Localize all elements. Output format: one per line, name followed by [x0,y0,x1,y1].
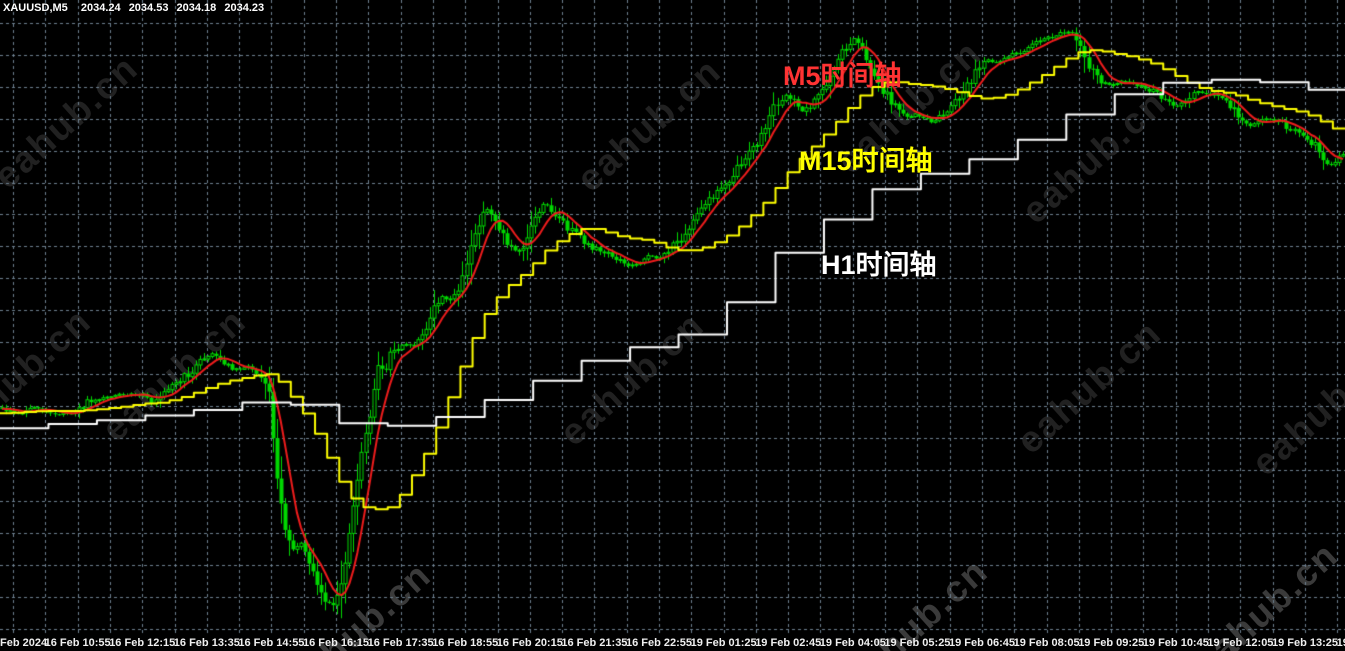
ohlc-open: 2034.24 [80,2,121,14]
time-label: 16 Feb 16:15 [303,637,370,649]
time-label: 16 Feb 10:55 [44,637,111,649]
time-axis[interactable]: Feb 2024 16 Feb 10:55 16 Feb 12:15 16 Feb 1… [0,636,1345,651]
label-m5-timeline[interactable]: M5时间轴 [783,61,902,91]
time-label: Feb 2024 [0,637,48,649]
time-label: 19 Feb 04:05 [819,637,886,649]
time-label: 19 Feb 09:25 [1078,637,1145,649]
time-label: 16 Feb 17:35 [367,637,434,649]
time-label: 19 Feb 01:25 [690,637,757,649]
ohlc-close: 2034.23 [224,2,265,14]
time-label: 19 Feb 05:25 [884,637,951,649]
time-label: 16 Feb 18:55 [432,637,499,649]
time-label: 19 Feb 02:45 [755,637,822,649]
time-label: 19 Feb 12:05 [1207,637,1274,649]
time-label: 19 Feb 06:45 [949,637,1016,649]
time-label: 16 Feb 22:55 [626,637,693,649]
time-label: 19 [1336,637,1345,649]
time-label: 19 Feb 08:05 [1013,637,1080,649]
symbol-period: XAUUSD,M5 [3,2,68,14]
time-label: 16 Feb 12:15 [109,637,176,649]
label-h1-timeline[interactable]: H1时间轴 [821,250,937,280]
time-label: 16 Feb 20:15 [496,637,563,649]
ohlc-high: 2034.53 [128,2,169,14]
time-label: 19 Feb 10:45 [1142,637,1209,649]
label-m15-timeline[interactable]: M15时间轴 [799,146,933,176]
symbol-ohlc-info: XAUUSD,M5 2034.24 2034.53 2034.18 2034.2… [3,2,269,14]
time-label: 16 Feb 21:35 [561,637,628,649]
time-label: 16 Feb 14:55 [238,637,305,649]
time-label: 19 Feb 13:25 [1272,637,1339,649]
ohlc-low: 2034.18 [176,2,217,14]
time-label: 16 Feb 13:35 [173,637,240,649]
